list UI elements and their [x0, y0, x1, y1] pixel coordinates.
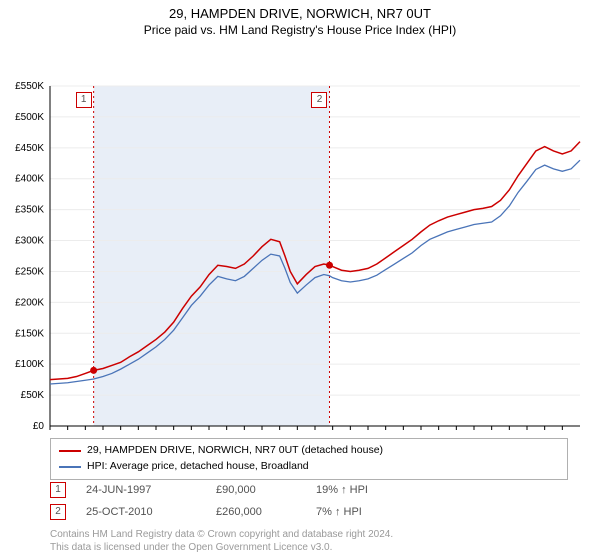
title-line1: 29, HAMPDEN DRIVE, NORWICH, NR7 0UT: [0, 6, 600, 23]
svg-text:£450K: £450K: [15, 143, 44, 154]
sale-row-2: 2 25-OCT-2010 £260,000 7% ↑ HPI: [50, 504, 362, 520]
sale-row-1: 1 24-JUN-1997 £90,000 19% ↑ HPI: [50, 482, 368, 498]
sale-price-1: £90,000: [216, 484, 316, 496]
sale-row-marker-2: 2: [50, 504, 66, 520]
legend-item-hpi: HPI: Average price, detached house, Broa…: [59, 459, 559, 475]
legend-swatch-property: [59, 450, 81, 452]
svg-text:£200K: £200K: [15, 298, 44, 309]
license-text: Contains HM Land Registry data © Crown c…: [50, 528, 393, 554]
svg-text:£400K: £400K: [15, 174, 44, 185]
legend-item-property: 29, HAMPDEN DRIVE, NORWICH, NR7 0UT (det…: [59, 443, 559, 459]
sale-price-2: £260,000: [216, 506, 316, 518]
svg-text:£350K: £350K: [15, 205, 44, 216]
svg-text:£100K: £100K: [15, 360, 44, 371]
chart-container: { "title": { "line1": "29, HAMPDEN DRIVE…: [0, 0, 600, 560]
legend-swatch-hpi: [59, 466, 81, 468]
license-line1: Contains HM Land Registry data © Crown c…: [50, 528, 393, 541]
svg-text:£250K: £250K: [15, 267, 44, 278]
sale-row-marker-1: 1: [50, 482, 66, 498]
svg-text:£300K: £300K: [15, 236, 44, 247]
legend-label-property: 29, HAMPDEN DRIVE, NORWICH, NR7 0UT (det…: [87, 443, 383, 459]
svg-text:£550K: £550K: [15, 81, 44, 92]
sale-marker-1: 1: [76, 92, 92, 108]
sale-marker-2: 2: [311, 92, 327, 108]
title-line2: Price paid vs. HM Land Registry's House …: [0, 23, 600, 39]
svg-text:£500K: £500K: [15, 112, 44, 123]
sale-diff-2: 7% ↑ HPI: [316, 506, 362, 518]
sale-date-2: 25-OCT-2010: [86, 506, 216, 518]
legend-label-hpi: HPI: Average price, detached house, Broa…: [87, 459, 309, 475]
license-line2: This data is licensed under the Open Gov…: [50, 541, 393, 554]
svg-text:£50K: £50K: [21, 391, 45, 402]
svg-text:£150K: £150K: [15, 329, 44, 340]
sale-diff-1: 19% ↑ HPI: [316, 484, 368, 496]
svg-text:£0: £0: [33, 421, 45, 430]
legend: 29, HAMPDEN DRIVE, NORWICH, NR7 0UT (det…: [50, 438, 568, 480]
sale-date-1: 24-JUN-1997: [86, 484, 216, 496]
chart-title: 29, HAMPDEN DRIVE, NORWICH, NR7 0UT Pric…: [0, 0, 600, 38]
